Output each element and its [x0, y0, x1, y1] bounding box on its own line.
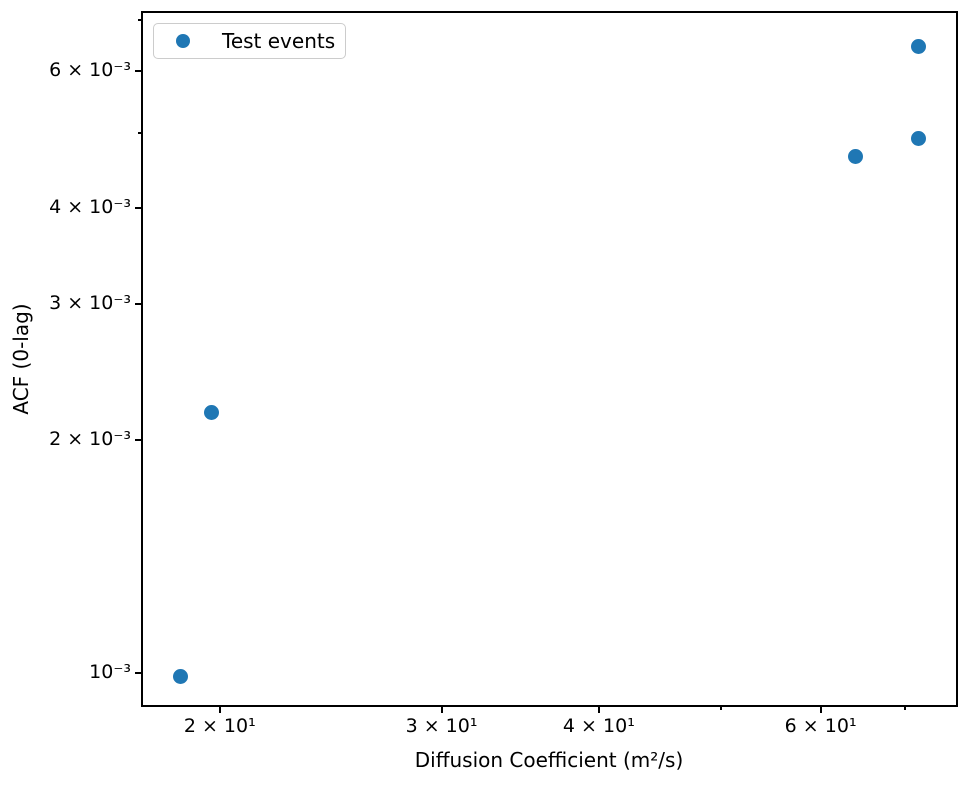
- y-axis-label: ACF (0-lag): [9, 303, 33, 415]
- y-tick-mark: [135, 671, 142, 674]
- legend-label: Test events: [222, 29, 336, 53]
- data-point: [172, 668, 188, 684]
- data-point: [848, 148, 864, 164]
- data-point: [204, 405, 220, 421]
- x-tick-label: 4 × 10¹: [562, 715, 635, 737]
- x-tick-mark: [819, 706, 822, 713]
- plot-area: [141, 11, 958, 707]
- y-tick-label: 3 × 10⁻³: [49, 292, 131, 315]
- x-minor-tick-mark: [903, 706, 906, 710]
- x-tick-mark: [440, 706, 443, 713]
- data-point: [911, 130, 927, 146]
- y-tick-mark: [135, 206, 142, 209]
- x-minor-tick-mark: [719, 706, 722, 710]
- x-tick-mark: [597, 706, 600, 713]
- legend: Test events: [153, 23, 346, 59]
- y-tick-label: 10⁻³: [89, 661, 131, 684]
- y-tick-mark: [135, 439, 142, 442]
- y-tick-mark: [135, 303, 142, 306]
- y-minor-tick-mark: [138, 18, 142, 21]
- x-tick-label: 2 × 10¹: [183, 715, 256, 737]
- y-tick-label: 4 × 10⁻³: [49, 195, 131, 218]
- y-minor-tick-mark: [138, 131, 142, 134]
- data-point: [910, 38, 926, 54]
- y-tick-mark: [135, 70, 142, 73]
- x-tick-label: 3 × 10¹: [405, 715, 478, 737]
- x-axis-label: Diffusion Coefficient (m²/s): [414, 748, 684, 772]
- x-tick-label: 6 × 10¹: [784, 715, 857, 737]
- x-tick-mark: [218, 706, 221, 713]
- y-tick-label: 6 × 10⁻³: [49, 59, 131, 82]
- y-tick-label: 2 × 10⁻³: [49, 428, 131, 451]
- legend-marker-icon: [176, 34, 190, 48]
